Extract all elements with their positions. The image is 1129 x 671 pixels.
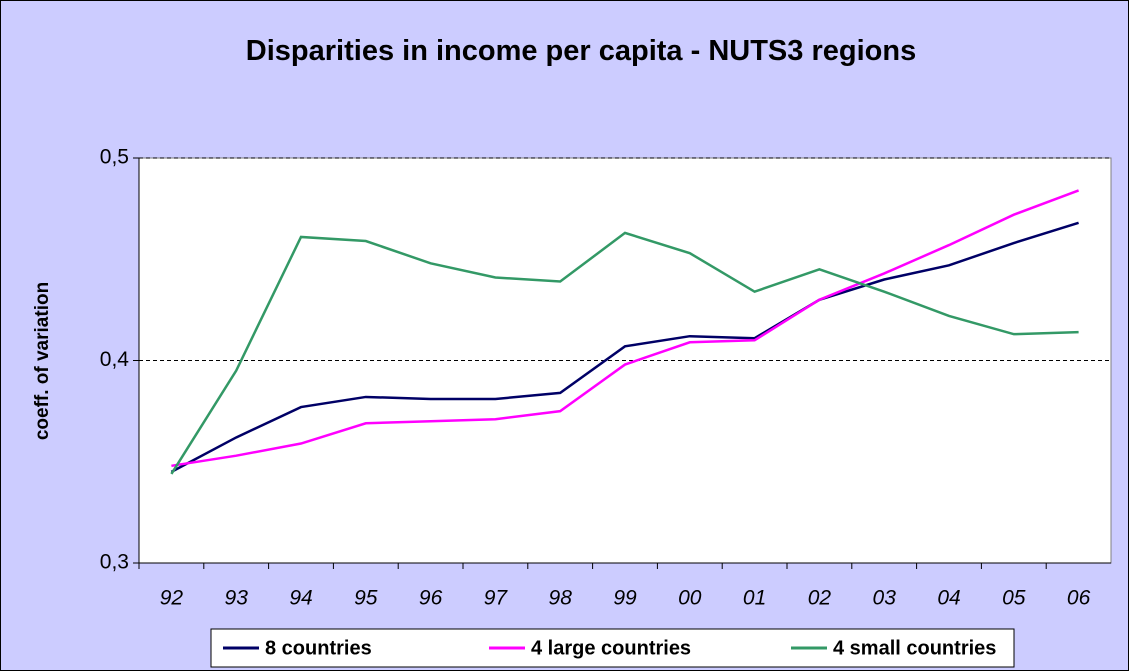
legend-box [210,628,1015,668]
legend-label: 4 large countries [531,637,691,659]
x-tick-label: 05 [1002,587,1026,610]
x-tick-label: 92 [160,587,184,610]
x-tick-label: 99 [613,587,637,610]
legend-label: 4 small countries [833,637,996,659]
y-tick-label: 0,4 [100,348,130,371]
x-tick-label: 04 [937,587,960,610]
x-tick-label: 03 [873,587,897,610]
x-tick-label: 96 [419,587,443,610]
y-axis-title: coeff. of variation [32,282,53,440]
series-line [171,189,1080,468]
x-tick-label: 00 [678,587,702,610]
x-tick-label: 98 [549,587,573,610]
x-tick-label: 06 [1067,587,1091,610]
legend-label: 8 countries [265,637,372,659]
x-tick-label: 94 [289,587,312,610]
y-tick-label: 0,3 [100,551,129,574]
y-tick-label: 0,5 [100,146,129,169]
x-tick-label: 02 [808,587,832,610]
x-tick-label: 01 [743,587,766,610]
x-tick-label: 95 [354,587,378,610]
x-tick-label: 93 [225,587,249,610]
series-line [170,221,1079,473]
chart-title: Disparities in income per capita - NUTS3… [245,35,917,67]
series-line [170,231,1079,475]
x-tick-label: 97 [484,587,509,610]
